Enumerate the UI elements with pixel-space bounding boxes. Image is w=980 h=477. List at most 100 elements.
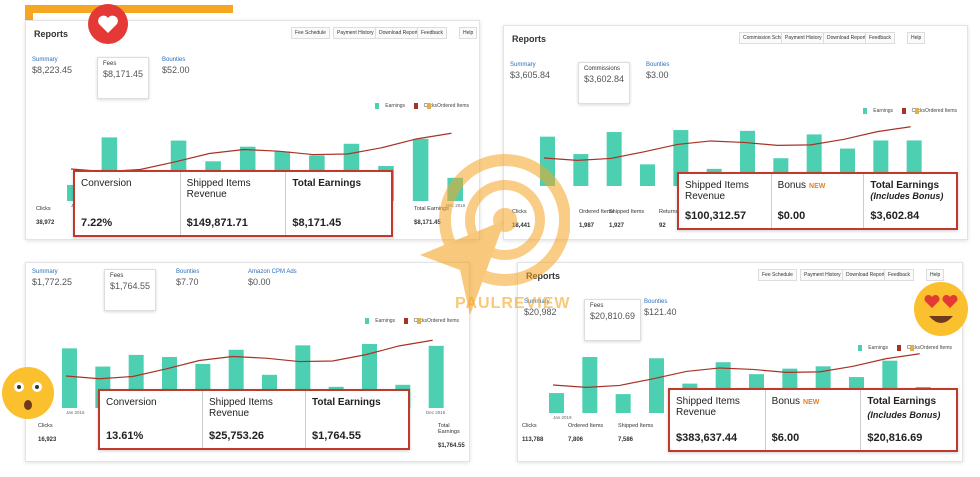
tab[interactable]: Bounties $3.00: [646, 62, 669, 92]
summary-label: Returns: [659, 209, 679, 215]
metric-label-row: Total Earnings: [867, 396, 950, 407]
summary-cell: Shipped Items 1,927: [609, 209, 644, 229]
metric-label-row: Shipped Items Revenue: [685, 180, 765, 202]
summary-label: Clicks: [522, 423, 537, 429]
metric-label: Bonus: [777, 180, 807, 191]
toolbar-link[interactable]: Fee Schedule: [758, 269, 797, 281]
tab[interactable]: Amazon CPM Ads $0.00: [248, 269, 297, 299]
toolbar-link[interactable]: Payment History: [333, 27, 378, 39]
toolbar-link[interactable]: Fee Schedule: [291, 27, 330, 39]
tab[interactable]: Fees $20,810.69: [584, 299, 642, 341]
tab[interactable]: Fees $8,171.45: [97, 57, 150, 99]
tab-value: $121.40: [644, 307, 677, 317]
summary-value: 38,972: [36, 220, 55, 226]
tab-value: $1,764.55: [110, 281, 151, 291]
axis-label: Jan 2019: [553, 415, 572, 420]
metric-label-row: Conversion: [81, 178, 174, 189]
summary-cell: Total Earnings $8,171.45: [414, 206, 449, 226]
tab-value: $8,171.45: [103, 69, 144, 79]
metric-value: $8,171.45: [292, 217, 342, 229]
metric-cell: Total Earnings (Includes Bonus) $3,602.84: [864, 174, 956, 228]
metric-label-row: Conversion: [106, 397, 196, 408]
tab[interactable]: Fees $1,764.55: [104, 269, 157, 311]
tab-value: $3.00: [646, 70, 669, 80]
target-logo: [420, 154, 570, 315]
metric-label-row: Total Earnings: [870, 180, 950, 191]
summary-value: 1,927: [609, 223, 625, 229]
tab[interactable]: Bounties $52.00: [162, 57, 190, 87]
summary-label: Clicks: [36, 206, 51, 212]
metric-value: $100,312.57: [685, 210, 747, 222]
metric-cell: Bonus NEW $6.00: [766, 390, 862, 450]
tab-label: Fees: [590, 303, 604, 309]
metric-label: Shipped Items Revenue: [186, 178, 251, 200]
tab[interactable]: Commissions $3,602.84: [578, 62, 631, 104]
metric-cell: Conversion 13.61%: [100, 391, 203, 448]
tab[interactable]: Summary $1,772.25: [32, 269, 72, 299]
deco-line: [70, 132, 452, 173]
summary-cell: Clicks 16,923: [38, 423, 56, 443]
metric-value: $383,637.44: [676, 432, 738, 444]
toolbar-link[interactable]: Feedback: [865, 32, 895, 44]
metric-note: (Includes Bonus): [867, 409, 941, 420]
highlight-box: Shipped Items Revenue $100,312.57 Bonus NEW…: [677, 172, 958, 230]
metric-label: Total Earnings: [312, 397, 381, 408]
summary-label: Clicks: [512, 209, 527, 215]
metric-label: Total Earnings: [867, 396, 937, 407]
toolbar-link[interactable]: Help: [907, 32, 926, 44]
tab-value: $1,772.25: [32, 277, 73, 287]
deco-bar: [615, 394, 631, 413]
metric-cell: Shipped Items Revenue $383,637.44: [670, 390, 766, 450]
summary-cell: Clicks 18,441: [512, 209, 530, 229]
toolbar-link[interactable]: Feedback: [884, 269, 914, 281]
tab[interactable]: Bounties $121.40: [644, 299, 677, 329]
tab[interactable]: Summary $8,223.45: [32, 57, 72, 87]
metric-value: $0.00: [777, 210, 806, 222]
deco-bar: [649, 358, 664, 413]
tab-label: Fees: [110, 273, 124, 279]
tab-label: Bounties: [646, 62, 670, 68]
metric-value: $20,816.69: [867, 432, 923, 444]
tab-label: Summary: [524, 299, 550, 305]
axis-label: Dec 2016: [426, 410, 446, 415]
metric-label-row: Shipped Items Revenue: [187, 178, 280, 200]
metric-cell: Shipped Items Revenue $100,312.57: [679, 174, 772, 228]
highlight-box: Shipped Items Revenue $383,637.44 Bonus NEW…: [668, 388, 958, 452]
metric-value: $149,871.71: [186, 217, 248, 229]
tab-label: Amazon CPM Ads: [248, 269, 297, 275]
toolbar-link[interactable]: Payment History: [781, 32, 826, 44]
summary-value: $8,171.45: [414, 220, 441, 226]
summary-value: 16,923: [38, 437, 57, 443]
summary-label: Shipped Items: [618, 423, 654, 429]
metric-value: $1,764.55: [312, 430, 361, 442]
toolbar-link[interactable]: Feedback: [417, 27, 447, 39]
toolbar-link[interactable]: Download Reports: [375, 27, 425, 39]
tab-value: $3,605.84: [510, 70, 551, 80]
toolbar-link[interactable]: Help: [459, 27, 478, 39]
deco-line: [543, 126, 911, 161]
tab-value: $7.70: [176, 277, 199, 287]
panel-title: Reports: [526, 271, 561, 281]
heart-emoji: [88, 4, 128, 44]
deco-line: [552, 353, 920, 388]
tab-label: Summary: [510, 62, 536, 68]
legend-entry: Ordered Items: [910, 345, 952, 351]
tab[interactable]: Summary $20,982: [524, 299, 557, 329]
tab[interactable]: Summary $3,605.84: [510, 62, 550, 92]
deco-bar: [582, 357, 598, 413]
summary-label: Total Earnings: [438, 423, 460, 435]
metric-cell: Total Earnings (Includes Bonus) $20,816.69: [861, 390, 956, 450]
toolbar-link[interactable]: Download Reports: [842, 269, 892, 281]
toolbar-link[interactable]: Payment History: [800, 269, 845, 281]
toolbar-link[interactable]: Help: [926, 269, 945, 281]
metric-label: Shipped Items Revenue: [685, 180, 749, 202]
new-badge: NEW: [803, 399, 820, 406]
tab[interactable]: Bounties $7.70: [176, 269, 199, 299]
highlight-box: Conversion 13.61% Shipped Items Revenue $25…: [98, 389, 410, 450]
panel-title: Reports: [34, 29, 69, 39]
deco-bar: [412, 138, 429, 201]
deco-bar: [640, 164, 655, 186]
axis-label: Dec 2016: [446, 203, 466, 208]
summary-cell: Returns 92: [659, 209, 678, 229]
